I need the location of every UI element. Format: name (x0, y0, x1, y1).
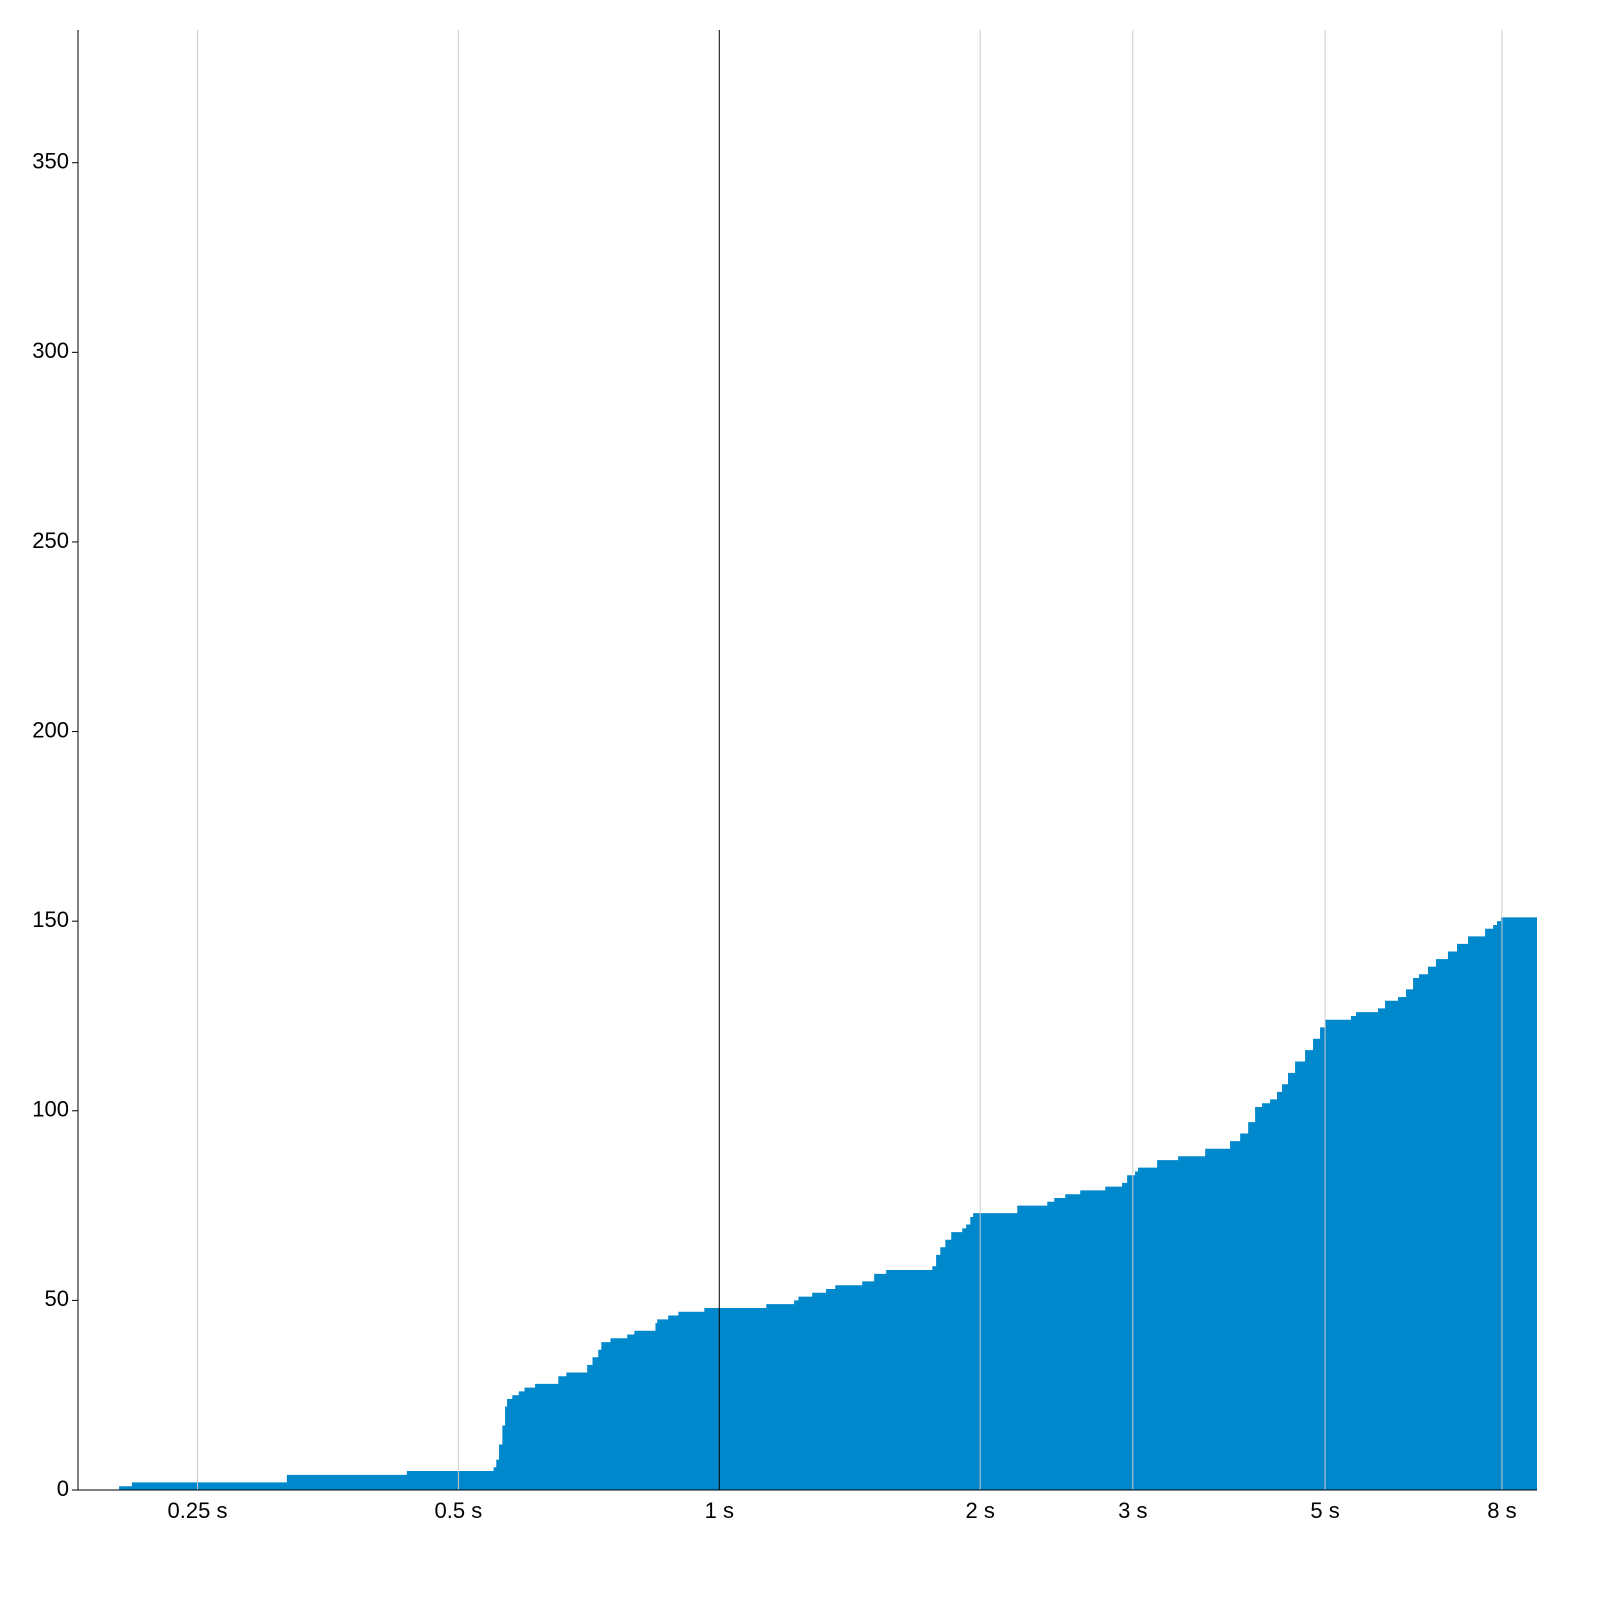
x-tick-label: 1 s (705, 1498, 734, 1523)
x-tick-label: 8 s (1487, 1498, 1516, 1523)
x-tick-label: 2 s (966, 1498, 995, 1523)
x-tick-label: 0.25 s (168, 1498, 228, 1523)
x-tick-label: 0.5 s (435, 1498, 483, 1523)
y-tick-label: 0 (57, 1476, 69, 1501)
y-tick-label: 100 (32, 1097, 69, 1122)
x-tick-label: 3 s (1118, 1498, 1147, 1523)
y-tick-label: 350 (32, 149, 69, 174)
y-tick-label: 50 (45, 1286, 69, 1311)
y-tick-label: 150 (32, 907, 69, 932)
y-tick-label: 200 (32, 717, 69, 742)
y-tick-label: 300 (32, 338, 69, 363)
x-tick-label: 5 s (1310, 1498, 1339, 1523)
step-area (119, 917, 1538, 1490)
y-tick-label: 250 (32, 528, 69, 553)
